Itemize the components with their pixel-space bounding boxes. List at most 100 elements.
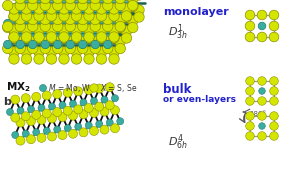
Circle shape — [9, 4, 19, 14]
Circle shape — [21, 11, 32, 21]
Circle shape — [34, 26, 44, 36]
Circle shape — [103, 14, 113, 25]
Circle shape — [16, 118, 25, 127]
Circle shape — [48, 114, 57, 123]
Circle shape — [85, 9, 93, 17]
Circle shape — [12, 132, 19, 139]
Circle shape — [34, 25, 44, 35]
Circle shape — [32, 92, 41, 101]
Circle shape — [84, 54, 94, 64]
Circle shape — [28, 106, 35, 113]
Circle shape — [96, 26, 107, 36]
Circle shape — [121, 12, 132, 22]
Circle shape — [15, 22, 26, 33]
Circle shape — [121, 26, 132, 36]
Circle shape — [58, 113, 67, 122]
Circle shape — [96, 47, 107, 57]
Circle shape — [52, 36, 63, 47]
Circle shape — [11, 95, 20, 104]
Circle shape — [65, 0, 75, 11]
Circle shape — [257, 10, 267, 20]
Circle shape — [270, 97, 278, 105]
Circle shape — [47, 9, 56, 17]
Circle shape — [109, 26, 119, 36]
Circle shape — [46, 54, 57, 64]
Circle shape — [28, 0, 38, 11]
Circle shape — [71, 32, 82, 42]
Circle shape — [245, 10, 255, 20]
Circle shape — [246, 97, 254, 105]
Circle shape — [16, 19, 24, 28]
Circle shape — [17, 107, 24, 114]
Circle shape — [28, 21, 38, 32]
Text: monolayer: monolayer — [163, 7, 229, 17]
Circle shape — [66, 19, 75, 28]
Circle shape — [15, 36, 26, 47]
Circle shape — [121, 11, 132, 21]
Text: a: a — [3, 2, 10, 12]
Bar — [250, 15, 274, 37]
Circle shape — [63, 106, 72, 115]
Circle shape — [40, 43, 50, 54]
Circle shape — [9, 33, 19, 43]
Circle shape — [65, 21, 75, 32]
Circle shape — [110, 30, 118, 38]
Circle shape — [90, 21, 100, 32]
Circle shape — [21, 32, 32, 42]
Circle shape — [41, 19, 50, 28]
Circle shape — [105, 101, 114, 110]
Bar — [250, 81, 274, 101]
Circle shape — [128, 22, 138, 33]
Circle shape — [97, 9, 106, 17]
Circle shape — [259, 123, 265, 129]
Circle shape — [115, 15, 126, 26]
Circle shape — [37, 133, 46, 142]
Text: $D^{4}_{6h}$: $D^{4}_{6h}$ — [168, 132, 188, 152]
Circle shape — [59, 26, 69, 36]
Circle shape — [77, 0, 88, 4]
Circle shape — [21, 94, 30, 103]
Circle shape — [116, 0, 124, 7]
Circle shape — [128, 1, 138, 12]
Circle shape — [100, 107, 109, 116]
Circle shape — [6, 108, 14, 115]
Circle shape — [3, 40, 12, 49]
Circle shape — [28, 19, 37, 28]
Circle shape — [40, 36, 50, 47]
Circle shape — [270, 87, 278, 95]
Circle shape — [258, 22, 266, 30]
Circle shape — [106, 119, 113, 126]
Circle shape — [16, 0, 24, 7]
Circle shape — [53, 108, 62, 117]
Circle shape — [59, 11, 69, 21]
Circle shape — [77, 0, 88, 11]
Circle shape — [84, 11, 94, 21]
Circle shape — [128, 0, 138, 11]
Circle shape — [96, 12, 107, 22]
Bar — [250, 116, 274, 136]
Circle shape — [96, 5, 107, 15]
Circle shape — [59, 5, 69, 15]
Circle shape — [46, 12, 57, 22]
Circle shape — [96, 121, 103, 128]
Circle shape — [28, 1, 38, 12]
Circle shape — [59, 47, 69, 57]
Circle shape — [84, 33, 94, 43]
Circle shape — [103, 15, 113, 26]
Circle shape — [52, 14, 63, 25]
Circle shape — [128, 0, 137, 7]
Circle shape — [90, 36, 100, 47]
Circle shape — [103, 1, 113, 12]
Circle shape — [77, 22, 88, 33]
Circle shape — [65, 0, 75, 4]
Circle shape — [52, 21, 63, 32]
Circle shape — [77, 1, 88, 12]
Circle shape — [52, 0, 63, 11]
Circle shape — [109, 4, 119, 14]
Circle shape — [71, 4, 82, 14]
Circle shape — [79, 19, 87, 28]
Circle shape — [115, 0, 126, 4]
Circle shape — [68, 129, 77, 138]
Circle shape — [103, 22, 113, 33]
Circle shape — [10, 30, 18, 38]
